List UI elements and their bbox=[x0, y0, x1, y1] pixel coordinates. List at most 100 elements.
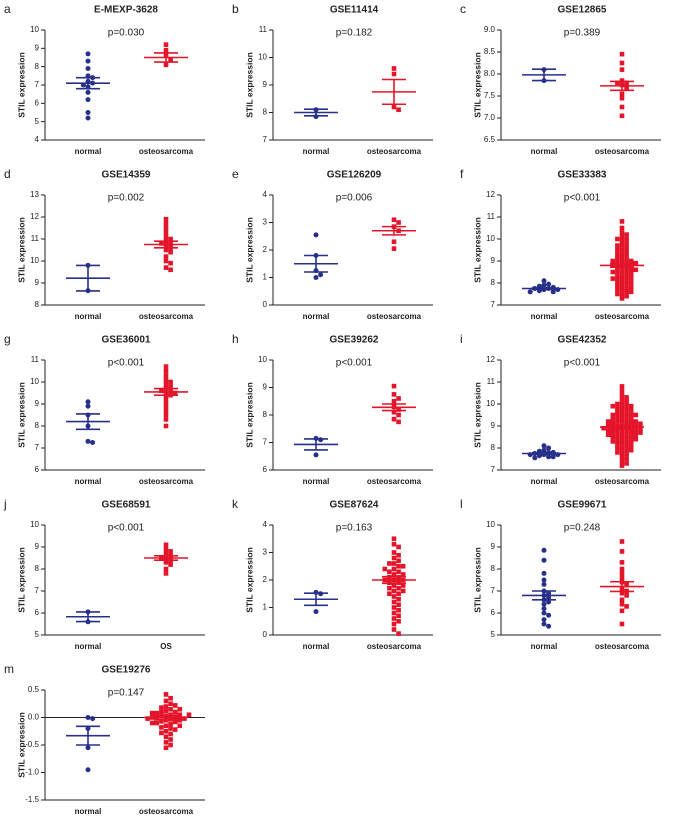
x-tick-label: osteosarcoma bbox=[595, 642, 650, 651]
data-point bbox=[172, 727, 178, 732]
data-point bbox=[633, 412, 639, 418]
data-point bbox=[391, 572, 397, 577]
data-point bbox=[601, 425, 606, 431]
data-point bbox=[628, 267, 634, 273]
data-point bbox=[387, 585, 392, 591]
y-tick-label: 7 bbox=[35, 443, 40, 452]
data-point bbox=[619, 282, 625, 288]
data-point bbox=[619, 401, 625, 407]
y-tick-label: 10 bbox=[486, 399, 495, 408]
data-point bbox=[619, 419, 625, 424]
x-tick-label: normal bbox=[75, 807, 102, 816]
data-point bbox=[177, 723, 183, 729]
data-point bbox=[396, 602, 401, 608]
data-point bbox=[619, 60, 625, 66]
data-point bbox=[172, 390, 178, 396]
data-point bbox=[163, 47, 169, 53]
panel-title: GSE36001 bbox=[102, 335, 151, 346]
y-tick-label: 6 bbox=[35, 98, 40, 107]
data-point bbox=[163, 566, 169, 572]
data-point bbox=[396, 220, 401, 225]
data-point bbox=[382, 566, 388, 572]
data-point bbox=[541, 547, 547, 553]
x-tick-label: normal bbox=[75, 147, 102, 156]
data-point bbox=[615, 287, 620, 292]
data-point bbox=[85, 110, 91, 115]
y-tick-label: 7 bbox=[263, 438, 268, 447]
data-point bbox=[638, 425, 643, 431]
data-point bbox=[619, 463, 625, 468]
data-point bbox=[168, 267, 173, 273]
data-point bbox=[154, 710, 160, 716]
data-point bbox=[163, 254, 169, 259]
data-point bbox=[624, 236, 629, 242]
y-tick-label: 10 bbox=[30, 377, 39, 386]
data-point bbox=[619, 539, 625, 544]
data-point bbox=[619, 247, 625, 253]
y-axis-label: STIL expression bbox=[472, 52, 482, 118]
data-point bbox=[619, 243, 625, 248]
p-value: p=0.147 bbox=[108, 688, 145, 699]
data-point bbox=[624, 604, 629, 609]
data-point bbox=[615, 278, 620, 284]
data-point bbox=[177, 712, 183, 718]
data-point bbox=[168, 57, 173, 62]
y-tick-label: 8 bbox=[491, 278, 496, 287]
data-point bbox=[172, 709, 178, 715]
p-value: p=0.163 bbox=[336, 523, 373, 534]
data-point bbox=[313, 609, 319, 615]
data-point bbox=[633, 436, 639, 442]
data-point bbox=[313, 275, 319, 280]
data-point bbox=[619, 51, 625, 57]
data-point bbox=[163, 723, 169, 729]
panel-letter: h bbox=[232, 332, 239, 346]
x-tick-label: osteosarcoma bbox=[595, 477, 650, 486]
data-point bbox=[391, 605, 397, 610]
data-point bbox=[159, 705, 164, 710]
data-point bbox=[163, 745, 169, 751]
data-point bbox=[619, 256, 625, 262]
panel-title: GSE14359 bbox=[102, 170, 151, 181]
data-point bbox=[615, 291, 620, 297]
data-point bbox=[619, 225, 625, 231]
data-point bbox=[619, 428, 625, 433]
data-point bbox=[615, 274, 620, 279]
y-tick-label: 7 bbox=[491, 465, 496, 474]
data-point bbox=[615, 432, 620, 438]
y-tick-label: 3 bbox=[263, 218, 268, 227]
panel: c GSE12865 p=0.389 STIL expression 6.5 7.0 7.5… bbox=[460, 2, 661, 156]
data-point bbox=[619, 571, 625, 576]
data-point bbox=[619, 274, 625, 279]
data-point bbox=[400, 583, 406, 588]
data-point bbox=[541, 447, 547, 453]
y-tick-label: 0.0 bbox=[28, 713, 40, 722]
data-point bbox=[163, 417, 169, 422]
data-point bbox=[628, 289, 634, 295]
data-point bbox=[610, 269, 616, 275]
data-point bbox=[619, 95, 625, 101]
data-point bbox=[391, 566, 397, 572]
data-point bbox=[391, 594, 397, 599]
data-point bbox=[619, 287, 625, 292]
data-point bbox=[90, 440, 96, 445]
data-point bbox=[619, 406, 625, 411]
panel-letter: b bbox=[232, 2, 239, 16]
p-value: p=0.182 bbox=[336, 28, 373, 39]
panel-title: GSE39262 bbox=[330, 335, 379, 346]
data-point bbox=[619, 445, 625, 451]
data-point bbox=[391, 104, 397, 110]
data-point bbox=[396, 563, 401, 569]
data-point bbox=[619, 230, 625, 235]
data-point bbox=[624, 403, 629, 409]
y-tick-label: 7 bbox=[263, 135, 268, 144]
data-point bbox=[615, 436, 620, 442]
data-point bbox=[168, 260, 173, 266]
data-point bbox=[628, 258, 634, 264]
panel: a E-MEXP-3628 p=0.030 STIL expression 4 5 6 7 8 9… bbox=[4, 2, 205, 156]
data-point bbox=[163, 399, 169, 405]
data-point bbox=[145, 716, 150, 721]
x-tick-label: normal bbox=[303, 477, 330, 486]
y-axis-label: STIL expression bbox=[472, 547, 482, 613]
data-point bbox=[163, 571, 169, 576]
y-axis-label: STIL expression bbox=[16, 712, 26, 778]
